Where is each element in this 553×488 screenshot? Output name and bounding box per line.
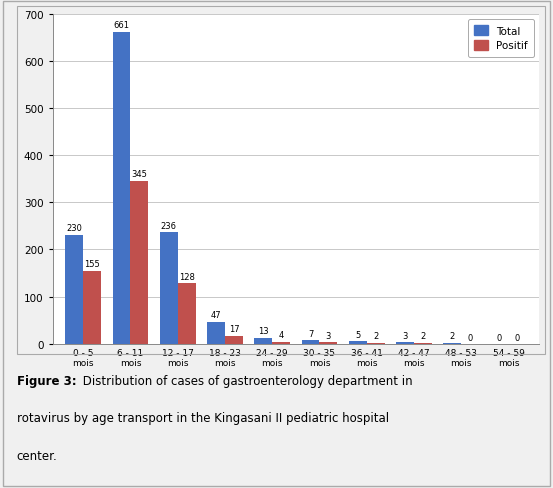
Text: 5: 5 [355,330,361,339]
Text: 155: 155 [85,259,100,268]
Text: 4: 4 [279,330,284,339]
Text: 661: 661 [113,21,129,30]
Bar [207,322,225,344]
Text: 17: 17 [228,324,239,333]
Legend: Total, Positif: Total, Positif [468,20,534,58]
Text: Figure 3:: Figure 3: [17,374,76,387]
Text: 2: 2 [373,331,378,340]
Text: 13: 13 [258,326,269,335]
Text: 236: 236 [161,221,177,230]
Text: 7: 7 [308,329,313,338]
Bar [225,336,243,344]
Text: rotavirus by age transport in the Kingasani II pediatric hospital: rotavirus by age transport in the Kingas… [17,411,389,425]
Bar [396,343,414,344]
Bar [65,236,84,344]
Text: 128: 128 [179,272,195,281]
Text: 0: 0 [515,333,520,342]
Bar [84,271,101,344]
Text: center.: center. [17,449,58,462]
Text: 345: 345 [132,170,148,179]
Bar [131,182,148,344]
Bar [367,343,385,344]
Bar [349,342,367,344]
Text: 2: 2 [450,331,455,340]
Text: 0: 0 [497,333,502,342]
Text: 3: 3 [402,331,408,340]
Text: 3: 3 [326,331,331,340]
Bar [414,343,432,344]
Bar [320,343,337,344]
Bar [113,33,131,344]
Text: 2: 2 [420,331,426,340]
Text: 230: 230 [66,224,82,233]
Bar [254,338,272,344]
Bar [301,341,320,344]
Bar [272,342,290,344]
Text: 0: 0 [468,333,473,342]
Text: 47: 47 [211,310,221,319]
Bar [160,233,178,344]
Bar [444,343,461,344]
Text: Distribution of cases of gastroenterology department in: Distribution of cases of gastroenterolog… [79,374,413,387]
Bar [178,284,196,344]
